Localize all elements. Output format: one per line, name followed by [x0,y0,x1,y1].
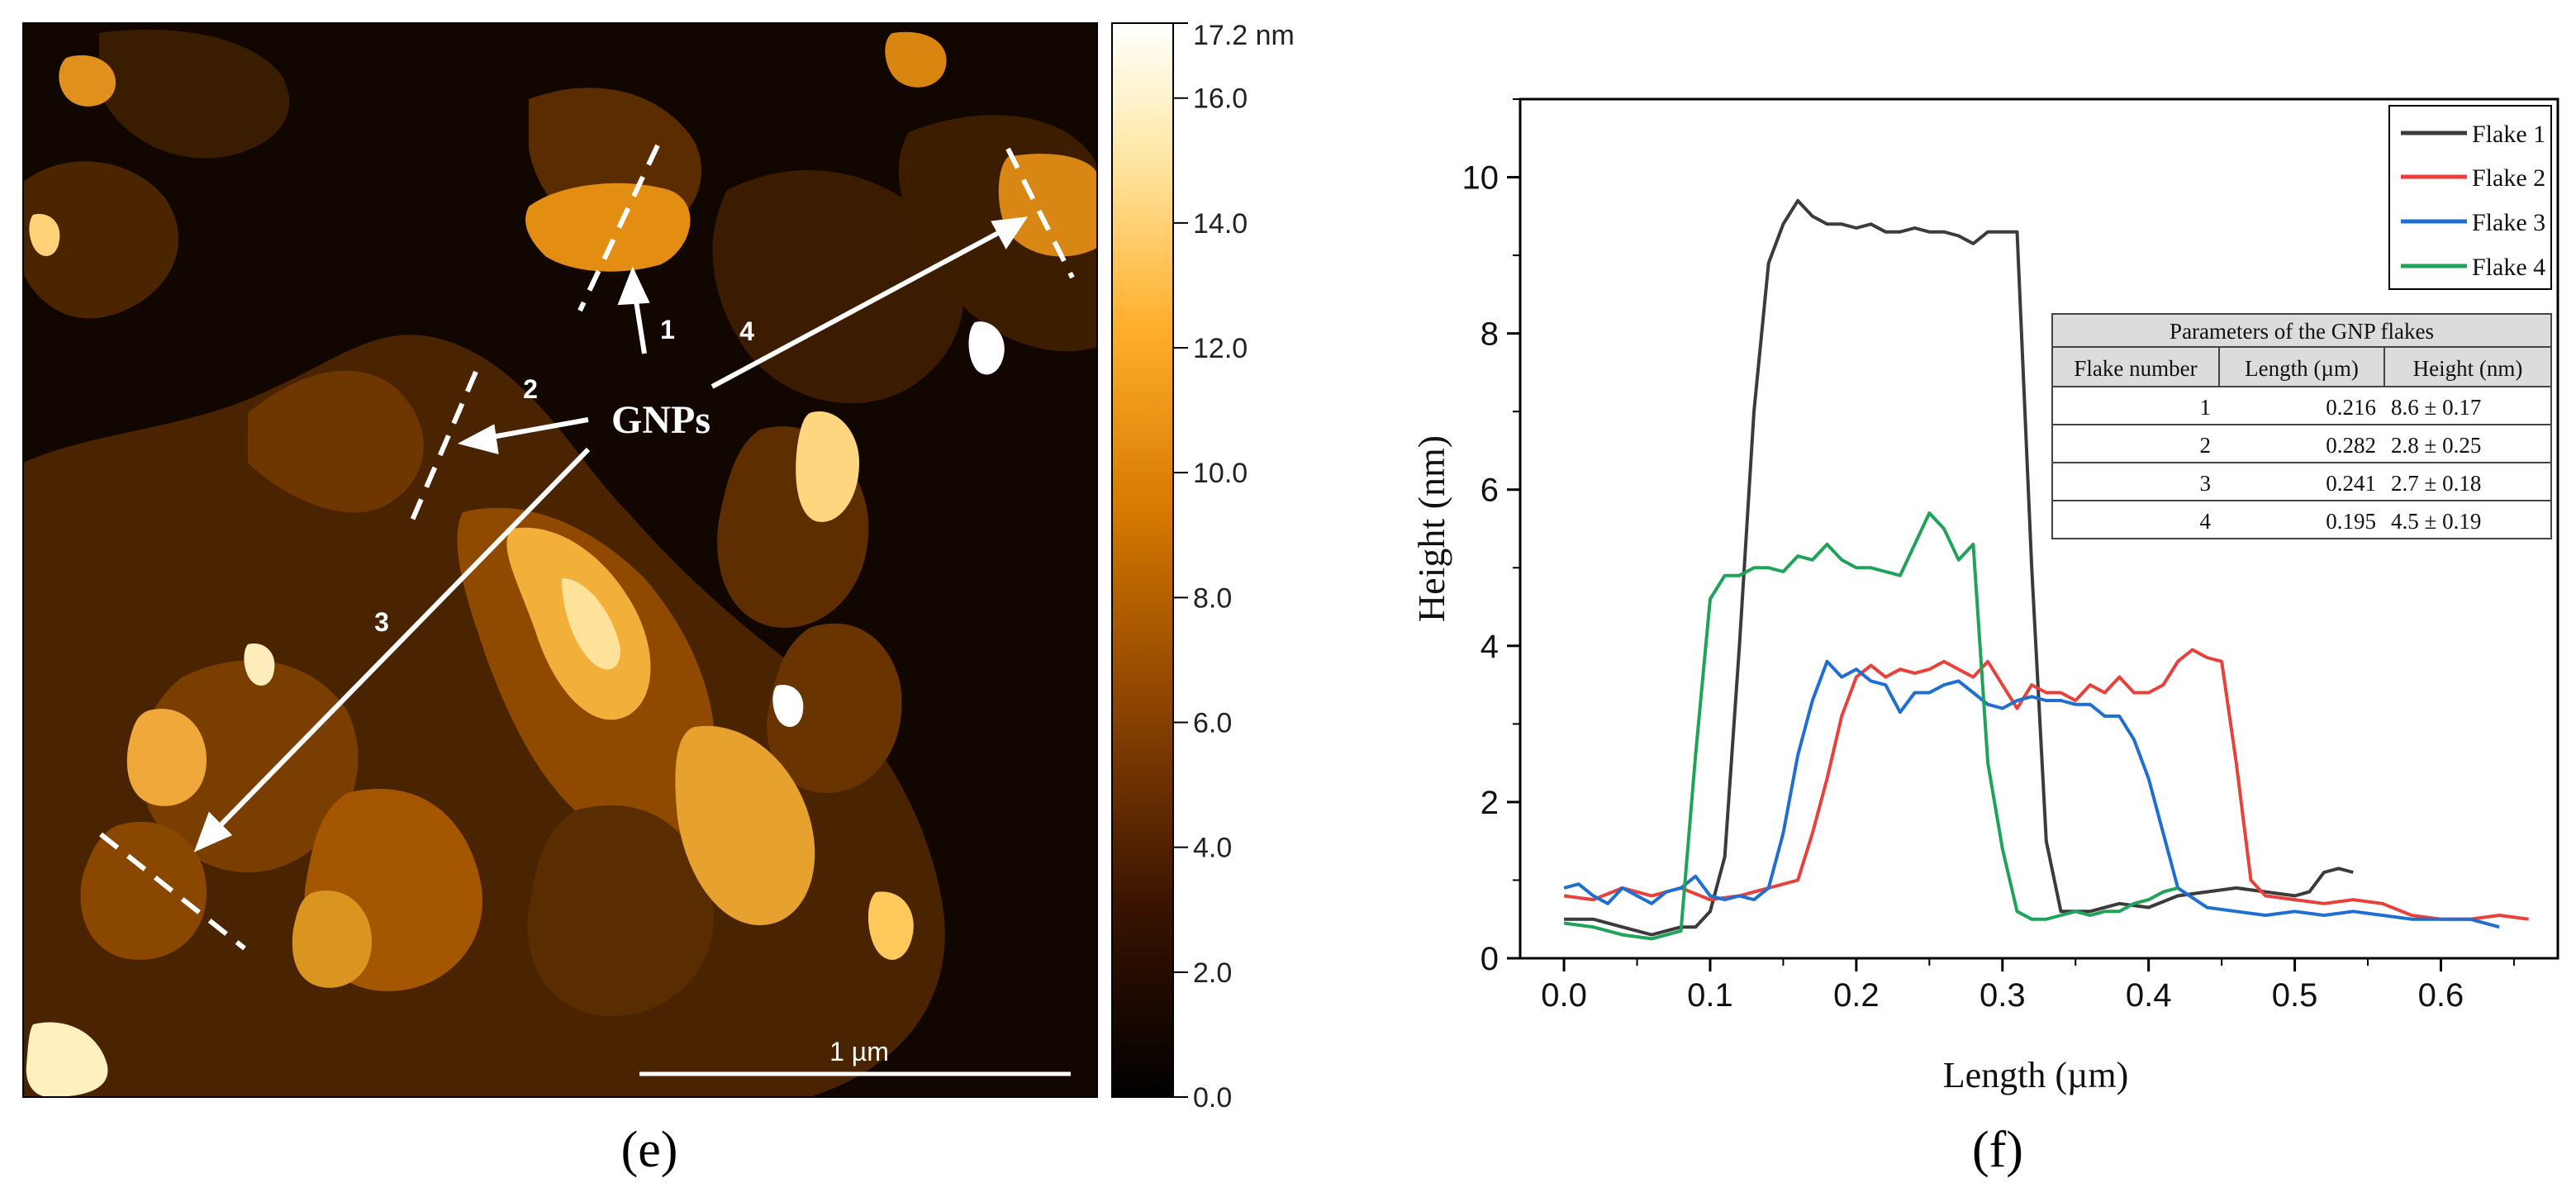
colorbar-tick-label: 14.0 [1193,208,1248,240]
gnps-annotation: GNPs [611,398,711,442]
profile-line-4 [1005,147,1075,279]
y-tick-label: 0 [1480,941,1499,977]
colorbar-tick-label: 2.0 [1193,957,1232,989]
x-tick-label: 0.4 [2126,977,2172,1014]
table-title: Parameters of the GNP flakes [2170,319,2434,344]
profile-line-3 [99,832,246,951]
y-axis-label: Height (nm) [1410,435,1452,622]
afm-image: GNPs 1 2 3 4 1 µm [22,22,1098,1098]
table-cell: 2.7 ± 0.18 [2391,471,2481,496]
x-tick-label: 0.1 [1687,977,1733,1014]
table-cell: 0.216 [2326,395,2376,420]
y-tick-label: 2 [1480,785,1499,821]
series-line-flake-3 [1563,659,2500,929]
afm-profile-lines [99,144,1075,951]
colorbar-tick-label: 16.0 [1193,83,1248,115]
legend-label-4: Flake 4 [2472,254,2545,281]
flake-label-2: 2 [523,374,538,404]
panel-label-e: (e) [621,1122,678,1178]
table-cell: 0.282 [2326,433,2376,458]
colorbar: 17.2 nm 0.0 2.0 4.0 6.0 8.0 10.0 12.0 14.0 16.0 [1111,20,1295,1114]
table-cell: 1 [2200,395,2212,420]
colorbar-tick-label: 0.0 [1193,1082,1232,1114]
flake-label-4: 4 [739,316,754,346]
afm-flake-shapes [23,29,1097,1097]
table-cell: 2 [2200,433,2212,458]
colorbar-tick-label: 8.0 [1193,582,1232,614]
chart-axes: 0.0 0.1 0.2 0.3 0.4 0.5 0.6 0 2 4 6 8 10 [1462,98,2515,1014]
legend: Flake 1 Flake 2 Flake 3 Flake 4 [2388,105,2552,290]
x-tick-label: 0.2 [1833,977,1880,1014]
colorbar-tick-label: 4.0 [1193,833,1232,864]
series-line-flake-2 [1563,648,2529,921]
legend-label-3: Flake 3 [2472,209,2545,236]
arrow-head-4 [991,216,1029,249]
panel-label-f: (f) [1972,1122,2023,1178]
legend-label-1: Flake 1 [2472,121,2545,148]
table-cell: 8.6 ± 0.17 [2391,395,2481,420]
afm-annotation-arrows [193,216,1029,853]
x-tick-label: 0.3 [1980,977,2026,1014]
scale-bar-label: 1 µm [829,1037,889,1066]
y-tick-label: 6 [1480,473,1499,509]
table-cell: 0.195 [2326,509,2376,534]
table-header-length: Length (µm) [2245,356,2359,381]
colorbar-tick-label: 6.0 [1193,708,1232,739]
table-cell: 3 [2200,471,2212,496]
y-tick-label: 8 [1480,316,1499,353]
x-tick-label: 0.0 [1541,977,1587,1014]
table-cell: 4.5 ± 0.19 [2391,509,2481,534]
colorbar-ticks: 0.0 2.0 4.0 6.0 8.0 10.0 12.0 14.0 16.0 [1173,83,1248,1114]
series-line-flake-4 [1563,511,2179,941]
table-cell: 2.8 ± 0.25 [2391,433,2481,458]
y-tick-label: 10 [1462,160,1499,197]
colorbar-max-label: 17.2 nm [1193,20,1295,51]
profile-chart: 0.0 0.1 0.2 0.3 0.4 0.5 0.6 0 2 4 6 8 10 Length (µm)… [1410,97,2559,1095]
arrow-head-3 [193,811,233,853]
colorbar-gradient [1111,22,1174,1098]
table-header-flake: Flake number [2074,356,2197,381]
table-row [2051,424,2552,463]
colorbar-tick-label: 12.0 [1193,333,1248,364]
y-tick-label: 4 [1480,629,1499,665]
table-header-height: Height (nm) [2413,356,2523,381]
afm-frame [22,22,1098,1098]
colorbar-tick-label: 10.0 [1193,458,1248,489]
table-row [2051,500,2552,539]
table-row [2051,462,2552,501]
series-line-flake-1 [1564,198,2354,937]
table-title-cell [2051,313,2552,348]
chart-series [1563,198,2529,941]
flake-label-1: 1 [660,315,675,344]
arrow-head-1 [617,266,650,306]
legend-label-2: Flake 2 [2472,164,2545,192]
table-cell: 0.241 [2326,471,2376,496]
flake-label-3: 3 [374,607,389,637]
x-tick-label: 0.6 [2418,977,2464,1014]
x-tick-label: 0.5 [2272,977,2318,1014]
profile-line-1 [577,144,660,312]
arrow-head-2 [457,424,499,455]
table-cell: 4 [2200,509,2212,534]
parameters-table: Parameters of the GNP flakes Flake numbe… [2051,313,2552,539]
table-row [2051,386,2552,425]
x-axis-label: Length (µm) [1943,1055,2129,1095]
legend-box [2388,105,2552,290]
profile-line-2 [409,370,478,524]
